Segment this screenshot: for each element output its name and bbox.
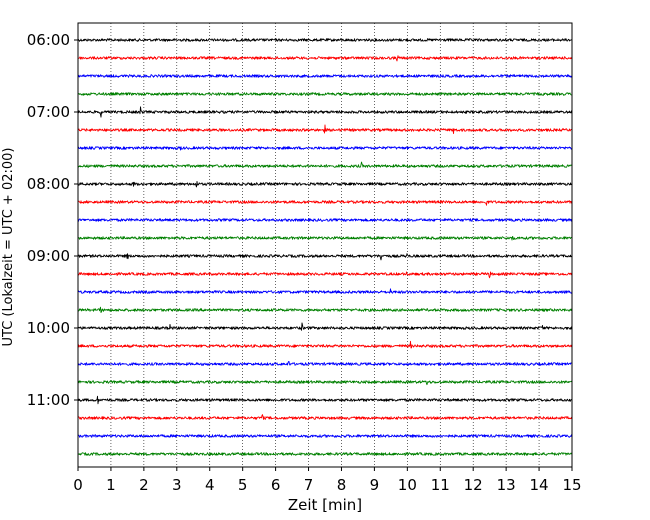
trace-0815 — [77, 200, 573, 206]
trace-0845 — [77, 236, 573, 241]
plot-frame — [77, 22, 573, 468]
x-tick-label-4: 4 — [205, 476, 215, 494]
y-tick-label-0: 06:00 — [27, 31, 70, 49]
trace-1015 — [77, 340, 573, 349]
trace-1145 — [77, 452, 573, 456]
trace-0715 — [77, 124, 573, 135]
x-axis-ticks: 0 1 2 3 4 5 6 7 8 9 10 11 12 13 14 15 — [73, 467, 582, 494]
trace-0645 — [77, 92, 573, 96]
trace-0630 — [77, 74, 573, 78]
x-tick-label-13: 13 — [497, 476, 516, 494]
trace-0730 — [77, 146, 573, 151]
trace-0830 — [77, 218, 573, 222]
trace-0600 — [77, 38, 573, 42]
x-tick-label-6: 6 — [271, 476, 281, 494]
x-tick-label-7: 7 — [304, 476, 314, 494]
grid-lines — [110, 23, 540, 467]
x-tick-label-5: 5 — [238, 476, 248, 494]
x-tick-label-2: 2 — [139, 476, 149, 494]
x-tick-label-3: 3 — [172, 476, 182, 494]
trace-1115 — [77, 414, 573, 420]
trace-group — [77, 38, 573, 456]
trace-0900 — [77, 253, 573, 261]
trace-0945 — [77, 306, 573, 313]
x-tick-label-15: 15 — [562, 476, 581, 494]
trace-0930 — [77, 288, 573, 294]
x-tick-label-10: 10 — [398, 476, 417, 494]
x-tick-label-12: 12 — [464, 476, 483, 494]
trace-0800 — [77, 180, 573, 188]
y-axis-label: UTC (Lokalzeit = UTC + 02:00) — [1, 148, 16, 347]
y-tick-label-4: 10:00 — [27, 319, 70, 337]
trace-1045 — [77, 380, 573, 386]
trace-1030 — [77, 361, 573, 366]
trace-1000 — [77, 322, 573, 331]
x-tick-label-0: 0 — [73, 476, 83, 494]
trace-0615 — [77, 55, 573, 62]
trace-0700 — [77, 106, 573, 118]
x-tick-label-1: 1 — [106, 476, 116, 494]
trace-1100 — [77, 395, 573, 405]
y-tick-label-5: 11:00 — [27, 391, 70, 409]
trace-0745 — [77, 161, 573, 168]
y-axis-ticks: 06:00 07:00 08:00 09:00 10:00 11:00 — [27, 31, 78, 409]
y-tick-label-3: 09:00 — [27, 247, 70, 265]
trace-0915 — [77, 271, 573, 279]
trace-1130 — [77, 434, 573, 438]
x-tick-label-11: 11 — [431, 476, 450, 494]
x-tick-label-14: 14 — [530, 476, 549, 494]
x-axis-label: Zeit [min] — [288, 496, 362, 514]
x-tick-label-8: 8 — [337, 476, 347, 494]
x-tick-label-9: 9 — [370, 476, 380, 494]
y-tick-label-2: 08:00 — [27, 175, 70, 193]
y-tick-label-1: 07:00 — [27, 103, 70, 121]
